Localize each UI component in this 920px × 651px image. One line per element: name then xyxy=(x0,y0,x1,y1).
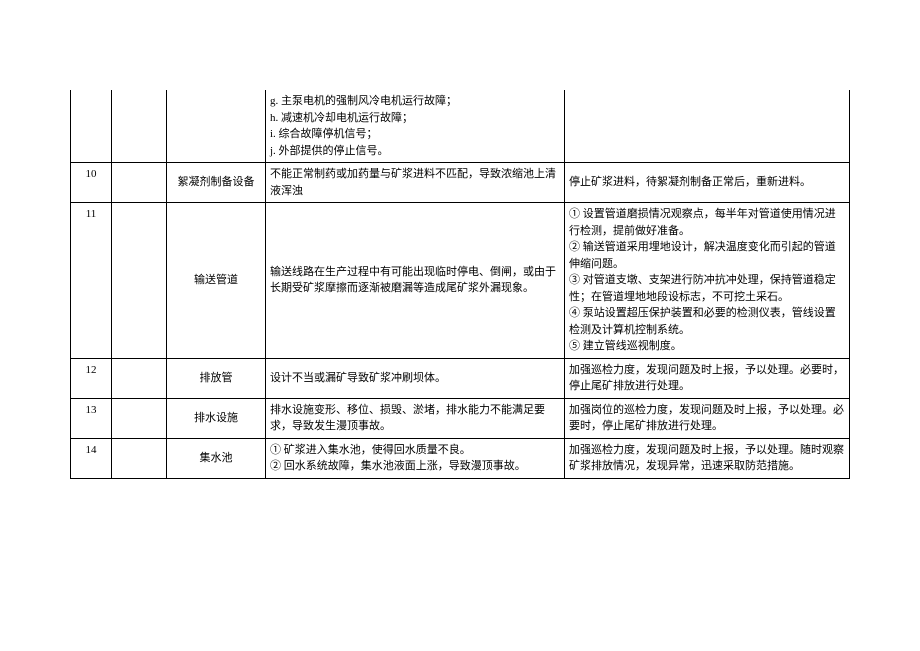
cell-blank xyxy=(112,203,167,359)
cell-number: 10 xyxy=(71,163,112,203)
cell-measure: 加强巡检力度，发现问题及时上报，予以处理。必要时，停止尾矿排放进行处理。 xyxy=(565,358,850,398)
main-table: g. 主泵电机的强制风冷电机运行故障；h. 减速机冷却电机运行故障；i. 综合故… xyxy=(70,90,850,479)
cell-blank xyxy=(112,438,167,478)
cell-description: 不能正常制药或加药量与矿浆进料不匹配，导致浓缩池上清液浑浊 xyxy=(266,163,565,203)
cell-number: 14 xyxy=(71,438,112,478)
cell-blank xyxy=(112,90,167,163)
cell-measure xyxy=(565,90,850,163)
table-row: 14 集水池① 矿浆进入集水池，使得回水质量不良。② 回水系统故障，集水池液面上涨… xyxy=(71,438,850,478)
table-row: 13 排水设施排水设施变形、移位、损毁、淤堵，排水能力不能满足要求，导致发生漫顶事… xyxy=(71,398,850,438)
cell-measure: 加强岗位的巡检力度，发现问题及时上报，予以处理。必要时，停止尾矿排放进行处理。 xyxy=(565,398,850,438)
cell-item: 排水设施 xyxy=(167,398,266,438)
table-body: g. 主泵电机的强制风冷电机运行故障；h. 减速机冷却电机运行故障；i. 综合故… xyxy=(71,90,850,478)
cell-blank xyxy=(112,358,167,398)
cell-number: 13 xyxy=(71,398,112,438)
cell-description: 设计不当或漏矿导致矿浆冲刷坝体。 xyxy=(266,358,565,398)
cell-blank xyxy=(112,398,167,438)
cell-item: 输送管道 xyxy=(167,203,266,359)
cell-number xyxy=(71,90,112,163)
document-page: g. 主泵电机的强制风冷电机运行故障；h. 减速机冷却电机运行故障；i. 综合故… xyxy=(0,0,920,479)
cell-item xyxy=(167,90,266,163)
cell-measure: 停止矿浆进料，待絮凝剂制备正常后，重新进料。 xyxy=(565,163,850,203)
cell-description: ① 矿浆进入集水池，使得回水质量不良。② 回水系统故障，集水池液面上涨，导致漫顶… xyxy=(266,438,565,478)
table-row: 10 絮凝剂制备设备不能正常制药或加药量与矿浆进料不匹配，导致浓缩池上清液浑浊停止… xyxy=(71,163,850,203)
cell-description: g. 主泵电机的强制风冷电机运行故障；h. 减速机冷却电机运行故障；i. 综合故… xyxy=(266,90,565,163)
cell-number: 11 xyxy=(71,203,112,359)
cell-item: 排放管 xyxy=(167,358,266,398)
cell-item: 絮凝剂制备设备 xyxy=(167,163,266,203)
cell-measure: ① 设置管道磨损情况观察点，每半年对管道使用情况进行检测，提前做好准备。② 输送… xyxy=(565,203,850,359)
cell-description: 排水设施变形、移位、损毁、淤堵，排水能力不能满足要求，导致发生漫顶事故。 xyxy=(266,398,565,438)
cell-item: 集水池 xyxy=(167,438,266,478)
table-row: 12 排放管设计不当或漏矿导致矿浆冲刷坝体。加强巡检力度，发现问题及时上报，予以处… xyxy=(71,358,850,398)
cell-description: 输送线路在生产过程中有可能出现临时停电、倒闸，或由于长期受矿浆摩擦而逐渐被磨漏等… xyxy=(266,203,565,359)
cell-blank xyxy=(112,163,167,203)
cell-number: 12 xyxy=(71,358,112,398)
table-row: 11 输送管道输送线路在生产过程中有可能出现临时停电、倒闸，或由于长期受矿浆摩擦而… xyxy=(71,203,850,359)
cell-measure: 加强巡检力度，发现问题及时上报，予以处理。随时观察矿浆排放情况，发现异常，迅速采… xyxy=(565,438,850,478)
table-row: g. 主泵电机的强制风冷电机运行故障；h. 减速机冷却电机运行故障；i. 综合故… xyxy=(71,90,850,163)
